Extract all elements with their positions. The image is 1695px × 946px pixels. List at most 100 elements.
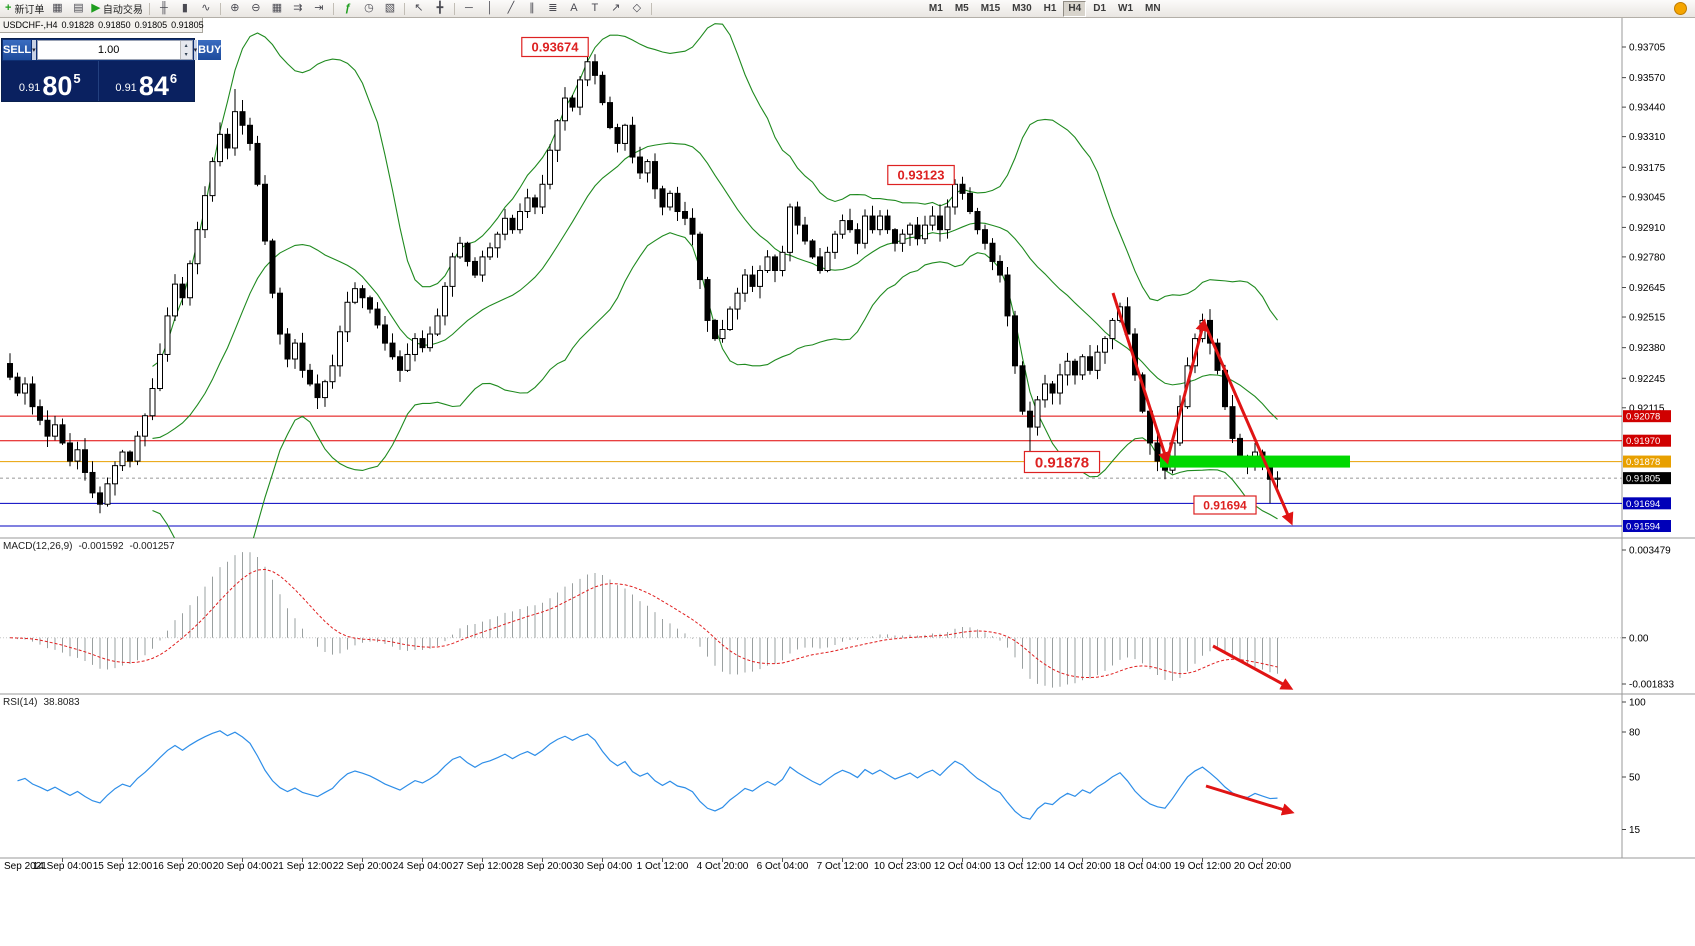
timeframe-m30-button[interactable]: M30 [1012, 3, 1032, 14]
toolbar-separator [403, 2, 405, 15]
zoom-in-icon: ⊕ [230, 2, 240, 14]
text-button[interactable]: A [564, 1, 584, 16]
chart-ohlc-header: USDCHF-,H4 0.91828 0.91850 0.91805 0.918… [0, 18, 204, 33]
price-axis-label: 0.93570 [1629, 73, 1666, 84]
price-axis-label: 0.93310 [1629, 132, 1666, 143]
price-axis-label: 0.92380 [1629, 343, 1666, 354]
trend-arrow[interactable] [1205, 784, 1295, 816]
candlestick-chart-button[interactable]: ▮ [175, 1, 195, 16]
zoom-in-button[interactable]: ⊕ [225, 1, 245, 16]
buy-price-pip: 6 [169, 71, 178, 86]
toolbar-separator [453, 2, 455, 15]
trade-buttons-row: SELL ▾ ▴ ▾ ▾ BUY [2, 39, 222, 61]
tile-windows-button[interactable]: ▦ [267, 1, 287, 16]
cursor-button[interactable]: ↖ [409, 1, 429, 16]
time-axis-label: 21 Sep 12:00 [273, 861, 333, 872]
macd-axis-label: 0.003479 [1629, 546, 1671, 557]
chart-window-button[interactable]: ▦ [47, 1, 67, 16]
time-axis-label: 18 Oct 04:00 [1114, 861, 1172, 872]
trend-arrow[interactable] [1212, 644, 1294, 690]
equidistant-channel-button[interactable]: ∥ [522, 1, 542, 16]
trend-arrow[interactable] [1111, 292, 1171, 465]
bollinger-middle-band [152, 142, 1278, 439]
sell-button[interactable]: SELL [3, 40, 32, 60]
volume-down-icon[interactable]: ▾ [180, 50, 192, 59]
vertical-line-button[interactable]: │ [480, 1, 500, 16]
support-zone-rectangle[interactable] [1160, 455, 1350, 468]
shapes-icon: ◇ [632, 2, 642, 14]
time-axis-label: 22 Sep 20:00 [333, 861, 393, 872]
timeframe-mn-button[interactable]: MN [1145, 3, 1161, 14]
time-axis-label: 13 Oct 12:00 [994, 861, 1052, 872]
sell-price[interactable]: 0.91 80 5 [2, 61, 98, 101]
shapes-button[interactable]: ◇ [627, 1, 647, 16]
price-axis-label: 0.92780 [1629, 252, 1666, 263]
zoom-out-icon: ⊖ [251, 2, 261, 14]
price-badge-label: 0.91694 [1626, 499, 1660, 510]
buy-price[interactable]: 0.91 84 6 [99, 61, 195, 101]
volume-input[interactable] [37, 41, 180, 59]
profiles-button[interactable]: ▤ [68, 1, 88, 16]
line-chart-button[interactable]: ∿ [196, 1, 216, 16]
price-badge [1623, 410, 1671, 423]
timeframe-m5-button[interactable]: M5 [954, 3, 969, 14]
volume-up-icon[interactable]: ▴ [180, 41, 192, 50]
chart-window-icon: ▦ [52, 2, 63, 14]
macd-histogram [17, 552, 1278, 688]
horizontal-line-icon: ─ [465, 2, 473, 14]
timeframe-d1-button[interactable]: D1 [1093, 3, 1107, 14]
fibonacci-button[interactable]: ≣ [543, 1, 563, 16]
trendline-button[interactable]: ╱ [501, 1, 521, 16]
text-label-button[interactable]: T [585, 1, 605, 16]
crosshair-button[interactable]: ╋ [430, 1, 450, 16]
timeframe-h4-button[interactable]: H4 [1063, 0, 1087, 17]
toolbar-separator [332, 2, 334, 15]
new-order-icon: + [5, 2, 12, 14]
chart-shift-button[interactable]: ⇥ [309, 1, 329, 16]
price-callout-text: 0.93674 [532, 40, 580, 55]
trend-arrow[interactable] [1202, 321, 1294, 526]
price-badge-label: 0.91594 [1626, 522, 1660, 533]
indicators-button[interactable]: ƒ [338, 1, 358, 16]
buy-price-big: 84 [138, 71, 169, 101]
chevron-down-icon: ▾ [32, 47, 36, 54]
new-order-button[interactable]: + 新订单 [3, 1, 46, 17]
timeframe-h1-button[interactable]: H1 [1043, 3, 1057, 14]
arrows-tool-button[interactable]: ↗ [606, 1, 626, 16]
templates-button[interactable]: ▧ [380, 1, 400, 16]
toolbar-separator [650, 2, 652, 15]
price-axis-label: 0.92515 [1629, 313, 1666, 324]
price-callout-box[interactable] [1023, 450, 1101, 474]
bar-chart-icon: ╫ [160, 2, 168, 14]
timeframe-m1-button[interactable]: M1 [928, 3, 943, 14]
timeframe-w1-button[interactable]: W1 [1118, 3, 1134, 14]
ohlc-low: 0.91805 [134, 20, 168, 30]
periods-button[interactable]: ◷ [359, 1, 379, 16]
sell-dropdown[interactable]: ▾ [32, 40, 36, 60]
timeframe-m15-button[interactable]: M15 [980, 3, 1001, 14]
price-axis-label: 0.92115 [1629, 403, 1665, 414]
macd-value-main: -0.001592 [78, 541, 124, 552]
price-callout-box[interactable] [521, 36, 589, 58]
buy-button[interactable]: BUY [198, 40, 222, 60]
profiles-icon: ▤ [73, 2, 84, 14]
rsi-value: 38.8083 [43, 697, 80, 708]
notification-icon[interactable] [1674, 2, 1687, 15]
buy-dropdown[interactable]: ▾ [193, 40, 198, 60]
horizontal-line-button[interactable]: ─ [459, 1, 479, 16]
price-badge [1623, 434, 1671, 447]
price-axis-label: 0.92645 [1629, 283, 1666, 294]
trend-arrow[interactable] [1165, 318, 1208, 462]
price-callout-box[interactable] [887, 164, 955, 186]
price-callout-box[interactable] [1193, 495, 1257, 515]
time-axis-label: 20 Oct 20:00 [1234, 861, 1292, 872]
auto-scroll-button[interactable]: ⇉ [288, 1, 308, 16]
rsi-axis-label: 80 [1629, 728, 1641, 739]
time-axis-label: 10 Oct 23:00 [874, 861, 932, 872]
bar-chart-button[interactable]: ╫ [154, 1, 174, 16]
templates-icon: ▧ [384, 2, 396, 14]
auto-trading-button[interactable]: ▶ 自动交易 [89, 1, 144, 17]
zoom-out-button[interactable]: ⊖ [246, 1, 266, 16]
price-badge-label: 0.91805 [1626, 474, 1660, 485]
